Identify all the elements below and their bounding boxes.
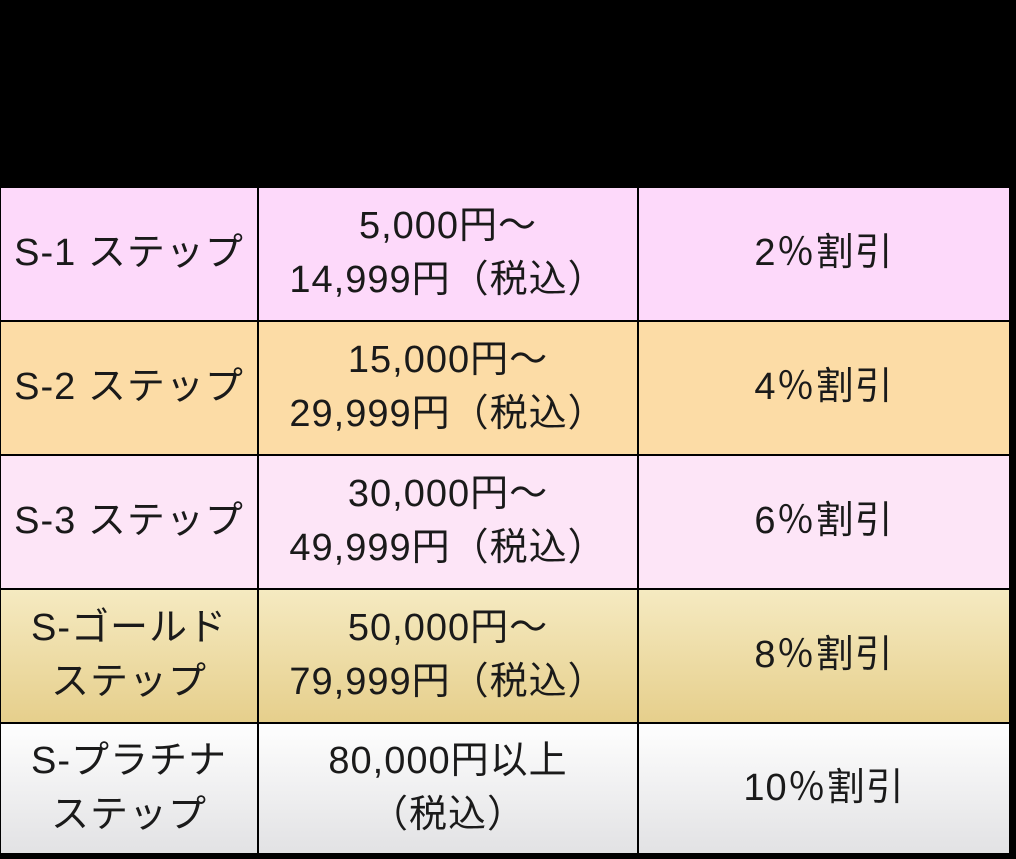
amount-range-cell: 15,000円〜 29,999円（税込） xyxy=(257,322,637,454)
discount-rate-cell: 10％割引 xyxy=(637,724,1009,853)
amount-range-cell: 30,000円〜 49,999円（税込） xyxy=(257,456,637,588)
step-name-cell: S-ゴールド ステップ xyxy=(30,607,227,703)
header-blackout xyxy=(0,0,1016,187)
discount-rate-cell: 8％割引 xyxy=(637,590,1009,722)
table-row: S-3 ステップ 30,000円〜 49,999円（税込） 6％割引 xyxy=(1,454,1009,588)
step-name-cell: S-1 ステップ xyxy=(14,232,244,275)
discount-tier-table: S-1 ステップ 5,000円〜 14,999円（税込） 2％割引 S-2 ステ… xyxy=(0,187,1012,856)
table-row: S-2 ステップ 15,000円〜 29,999円（税込） 4％割引 xyxy=(1,320,1009,454)
step-name-cell: S-3 ステップ xyxy=(14,500,244,543)
step-name-cell: S-2 ステップ xyxy=(14,366,244,409)
table-row: S-プラチナ ステップ 80,000円以上 （税込） 10％割引 xyxy=(1,722,1009,853)
discount-rate-cell: 4％割引 xyxy=(637,322,1009,454)
amount-range-cell: 50,000円〜 79,999円（税込） xyxy=(257,590,637,722)
step-name-cell: S-プラチナ ステップ xyxy=(30,739,227,836)
discount-rate-cell: 2％割引 xyxy=(637,188,1009,320)
table-row: S-ゴールド ステップ 50,000円〜 79,999円（税込） 8％割引 xyxy=(1,588,1009,722)
amount-range-cell: 5,000円〜 14,999円（税込） xyxy=(257,188,637,320)
amount-range-cell: 80,000円以上 （税込） xyxy=(257,724,637,853)
discount-rate-cell: 6％割引 xyxy=(637,456,1009,588)
table-row: S-1 ステップ 5,000円〜 14,999円（税込） 2％割引 xyxy=(1,188,1009,320)
